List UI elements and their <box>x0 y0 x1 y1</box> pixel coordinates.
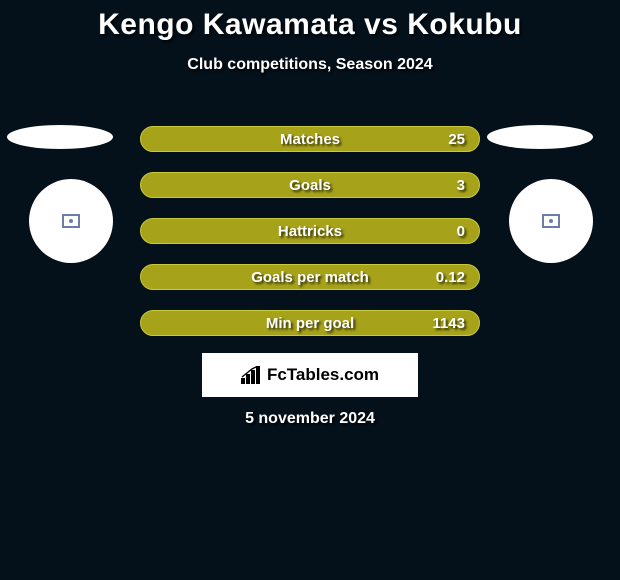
stat-value: 25 <box>448 127 465 151</box>
stat-bars: Matches25 Goals3 Hattricks0 Goals per match… <box>140 126 480 356</box>
stat-value: 1143 <box>432 311 465 335</box>
page-title: Kengo Kawamata vs Kokubu <box>0 0 620 42</box>
stat-label: Min per goal <box>141 311 479 335</box>
player-left-ellipse <box>7 125 113 149</box>
player-left-avatar <box>29 179 113 263</box>
logo-box: FcTables.com <box>202 353 418 397</box>
stat-bar: Matches25 <box>140 126 480 152</box>
bar-chart-icon <box>241 366 263 384</box>
stat-value: 0.12 <box>436 265 465 289</box>
stat-bar: Min per goal1143 <box>140 310 480 336</box>
logo: FcTables.com <box>241 365 379 385</box>
placeholder-icon <box>62 214 80 228</box>
comparison-card: Kengo Kawamata vs Kokubu Club competitio… <box>0 0 620 580</box>
player-right-ellipse <box>487 125 593 149</box>
logo-text: FcTables.com <box>267 365 379 385</box>
player-right-avatar <box>509 179 593 263</box>
placeholder-dot <box>549 219 553 223</box>
stat-label: Hattricks <box>141 219 479 243</box>
stat-value: 0 <box>457 219 465 243</box>
stat-bar: Goals per match0.12 <box>140 264 480 290</box>
stat-value: 3 <box>457 173 465 197</box>
stat-bar: Hattricks0 <box>140 218 480 244</box>
stat-bar: Goals3 <box>140 172 480 198</box>
placeholder-icon <box>542 214 560 228</box>
subtitle: Club competitions, Season 2024 <box>0 56 620 74</box>
date: 5 november 2024 <box>0 410 620 428</box>
stat-label: Goals <box>141 173 479 197</box>
placeholder-dot <box>69 219 73 223</box>
stat-label: Goals per match <box>141 265 479 289</box>
stat-label: Matches <box>141 127 479 151</box>
